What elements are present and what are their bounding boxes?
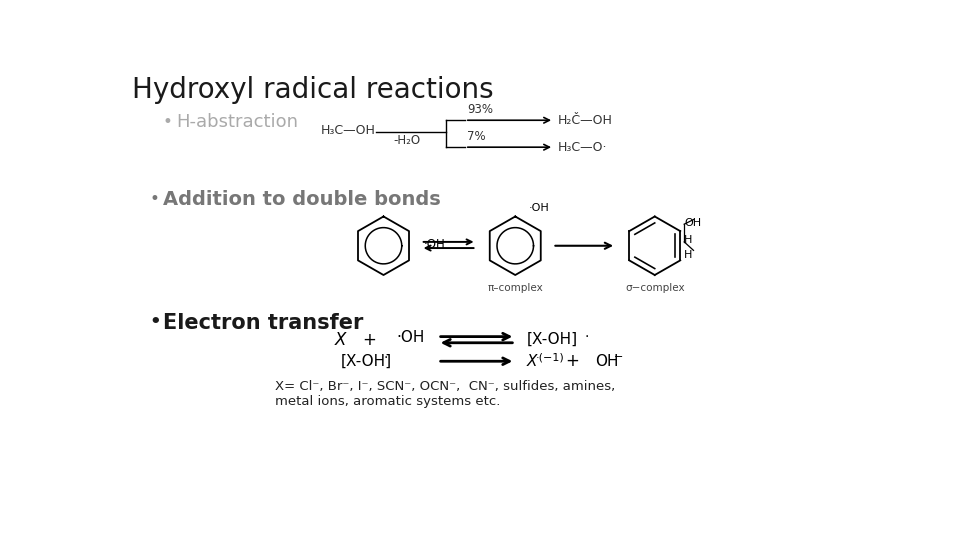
Text: π–complex: π–complex xyxy=(488,283,543,293)
Text: ·OH: ·OH xyxy=(423,238,445,251)
Text: ·: · xyxy=(383,351,388,365)
Text: H₃C—O·: H₃C—O· xyxy=(558,141,608,154)
Text: -H₂O: -H₂O xyxy=(394,134,420,147)
Text: ·(−1): ·(−1) xyxy=(537,353,564,362)
Text: H₃C—OH: H₃C—OH xyxy=(322,124,376,137)
Text: OH: OH xyxy=(595,354,618,369)
Text: H₂Č—OH: H₂Č—OH xyxy=(558,114,612,127)
Text: ·: · xyxy=(585,329,589,343)
Text: Addition to double bonds: Addition to double bonds xyxy=(162,190,441,208)
Text: ·OH: ·OH xyxy=(396,330,425,345)
Text: +: + xyxy=(363,330,376,349)
Text: OH: OH xyxy=(684,218,702,228)
Text: X: X xyxy=(527,354,538,369)
Text: X= Cl⁻, Br⁻, I⁻, SCN⁻, OCN⁻,  CN⁻, sulfides, amines,: X= Cl⁻, Br⁻, I⁻, SCN⁻, OCN⁻, CN⁻, sulfid… xyxy=(275,380,615,393)
Text: Hydroxyl radical reactions: Hydroxyl radical reactions xyxy=(132,76,493,104)
Text: X: X xyxy=(335,330,347,349)
Text: 7%: 7% xyxy=(468,130,486,143)
Text: H-abstraction: H-abstraction xyxy=(176,112,298,131)
Text: [X-OH]: [X-OH] xyxy=(341,354,392,369)
Text: metal ions, aromatic systems etc.: metal ions, aromatic systems etc. xyxy=(275,395,500,408)
Text: •: • xyxy=(150,313,161,330)
Text: +: + xyxy=(564,352,579,370)
Text: −: − xyxy=(613,353,623,362)
Text: H: H xyxy=(684,234,692,245)
Text: Electron transfer: Electron transfer xyxy=(162,313,363,333)
Text: [X-OH]: [X-OH] xyxy=(527,332,578,347)
Text: H: H xyxy=(684,250,692,260)
Text: σ−complex: σ−complex xyxy=(625,283,684,293)
Text: •: • xyxy=(162,112,173,131)
Text: ·OH: ·OH xyxy=(529,204,550,213)
Text: 93%: 93% xyxy=(468,103,493,116)
Text: •: • xyxy=(150,190,159,207)
